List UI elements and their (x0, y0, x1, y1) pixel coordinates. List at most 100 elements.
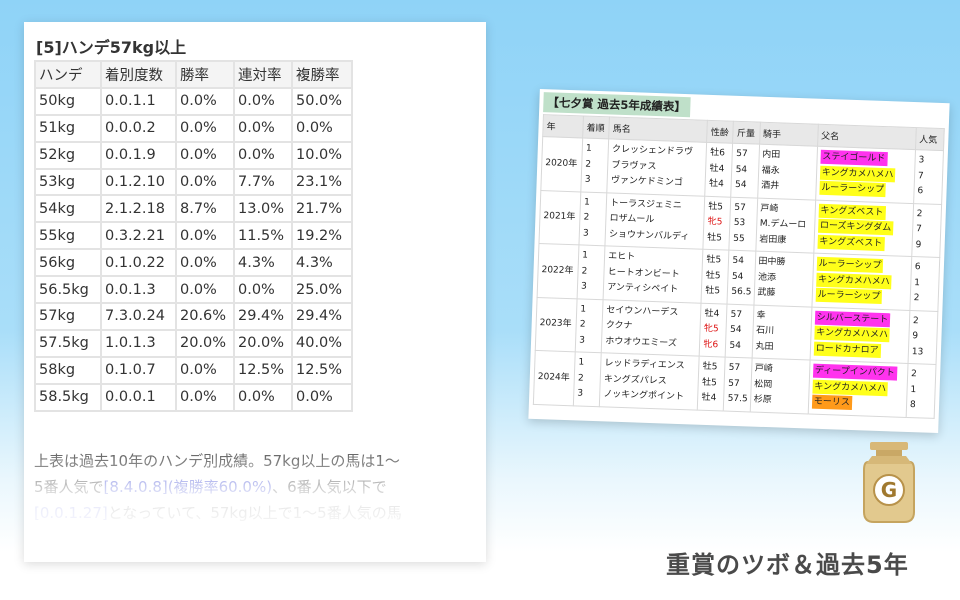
popularity-cell: 2 1 8 (906, 363, 937, 418)
table-cell: 54kg (34, 194, 102, 224)
header-cell: 勝率 (175, 60, 235, 89)
table-cell: 51kg (34, 113, 102, 143)
rank-value: 1 (585, 143, 592, 154)
table-cell: 58.5kg (34, 382, 102, 412)
weight-cell: 57 57 57.5 (723, 357, 752, 412)
jockey-value: 武藤 (757, 287, 776, 299)
weight-value: 57 (736, 148, 748, 160)
jockey-value: 杉原 (753, 394, 772, 406)
jockey-value: 戸崎 (754, 363, 773, 375)
table-cell: 1.0.1.3 (100, 328, 177, 358)
sexage-value: 牡6 (709, 147, 726, 159)
horse-value: ホウオウエミーズ (605, 335, 677, 349)
table-cell: 0.0% (233, 275, 293, 305)
header-cell: 年 (542, 114, 584, 138)
table-cell: 58kg (34, 355, 102, 385)
table-cell: 0.1.0.22 (100, 248, 177, 278)
sire-cell: ルーラーシップ キングカメハメハ ルーラーシップ (811, 253, 912, 310)
weight-cell: 57 53 55 (729, 196, 758, 252)
weight-value: 54 (729, 340, 742, 351)
rank-value: 3 (582, 228, 589, 239)
year-cell: 2023年 (535, 296, 578, 352)
popularity-value: 3 (918, 155, 925, 166)
sexage-value: 牡4 (708, 178, 724, 190)
sire-line: モーリス (811, 394, 903, 414)
table-cell: 10.0% (291, 140, 353, 170)
sexage-value: 牡5 (705, 270, 721, 281)
weight-value: 54 (732, 255, 745, 267)
rank-value: 2 (585, 159, 592, 170)
jockey-value: 酒井 (760, 180, 780, 192)
table-cell: 0.0% (291, 382, 353, 412)
sexage-value: 牡5 (702, 361, 718, 373)
weight-value: 57 (728, 362, 741, 374)
rank-cell: 1 2 3 (575, 298, 604, 353)
jockey-value: 福永 (761, 165, 780, 176)
table-cell: 40.0% (291, 328, 353, 358)
popularity-cell: 6 1 2 (909, 256, 940, 311)
table-cell: 0.0% (175, 382, 235, 412)
popularity-value: 2 (910, 369, 917, 380)
handicap-stats-card: [5]ハンデ57kg以上 ハンデ 着別度数 勝率 連対率 複勝率 50kg 0.0… (24, 22, 486, 562)
table-cell: 53kg (34, 167, 102, 197)
sexage-value: 牝6 (703, 339, 719, 350)
table-cell: 20.0% (175, 328, 235, 358)
sexage-value: 牝5 (703, 323, 719, 335)
table-cell: 7.3.0.24 (100, 302, 177, 331)
jockey-value: 松岡 (754, 379, 773, 390)
table-cell: 0.0.0.2 (100, 113, 177, 143)
table-cell: 50.0% (291, 86, 353, 116)
note-line: 上表は過去10年のハンデ別成績。57kg以上の馬は1〜 (34, 451, 400, 470)
header-cell: 性齢 (707, 120, 734, 144)
logo-letter: G (881, 478, 897, 502)
table-cell: 25.0% (291, 275, 353, 305)
rank-value: 3 (579, 334, 586, 346)
sire-label: ルーラーシップ (816, 256, 884, 274)
rank-value: 1 (582, 250, 589, 261)
horse-cell: トーラスジェミニ ロザムール ショウナンバルディ (605, 192, 706, 250)
sire-label: キングカメハメハ (813, 325, 891, 343)
horse-value: ノッキングポイント (603, 389, 685, 403)
table-cell: 0.0% (233, 382, 293, 412)
table-row: 57.5kg 1.0.1.3 20.0% 20.0% 40.0% (34, 328, 353, 358)
header-cell: 斤量 (733, 121, 760, 145)
sire-label: キングズベスト (818, 203, 886, 220)
sexage-value: 牡5 (707, 232, 723, 243)
table-cell: 0.0% (175, 248, 235, 278)
table-cell: 0.0% (175, 355, 235, 385)
weight-value: 57 (730, 309, 743, 320)
table-cell: 0.3.2.21 (100, 221, 177, 251)
popularity-value: 2 (912, 315, 919, 326)
table-cell: 57kg (34, 302, 102, 331)
table-cell: 50kg (34, 86, 102, 116)
note-line: 5番人気で[8.4.0.8](複勝率60.0%)、6番人気以下で (34, 474, 474, 500)
jockey-value: 田中勝 (758, 256, 786, 268)
sire-label: ルーラーシップ (819, 180, 887, 198)
weight-cell: 54 54 56.5 (727, 250, 756, 305)
year-cell: 2022年 (537, 243, 580, 299)
sexage-value: 牡5 (705, 285, 721, 297)
sire-label: キングカメハメハ (815, 272, 893, 289)
handicap-table-header: ハンデ 着別度数 勝率 連対率 複勝率 (34, 60, 353, 89)
header-cell: 人気 (915, 127, 945, 151)
table-cell: 56kg (34, 248, 102, 278)
rank-value: 1 (583, 197, 590, 208)
weight-value: 54 (734, 179, 747, 191)
sire-label: キングカメハメハ (819, 165, 896, 182)
sire-label: ルーラーシップ (815, 287, 883, 305)
popularity-value: 2 (916, 208, 923, 219)
popularity-value: 6 (914, 262, 921, 273)
horse-value: ショウナンバルディ (608, 228, 690, 242)
rank-value: 2 (579, 319, 586, 330)
jockey-value: 幸 (756, 310, 766, 321)
sire-line: ロードカナロア (813, 341, 905, 360)
jockey-value: 岩田康 (759, 234, 787, 246)
table-cell: 0.0% (175, 113, 235, 143)
table-cell: 0.0% (175, 167, 235, 197)
weight-value: 57 (734, 202, 746, 213)
table-cell: 56.5kg (34, 275, 102, 305)
sire-label: ディープインパクト (812, 363, 897, 381)
header-cell: 複勝率 (291, 60, 353, 89)
table-cell: 29.4% (291, 302, 353, 331)
results-table: 年 着順 馬名 性齢 斤量 騎手 父名 人気 2020年 1 2 3 クレッシェンドラヴ… (533, 114, 945, 418)
